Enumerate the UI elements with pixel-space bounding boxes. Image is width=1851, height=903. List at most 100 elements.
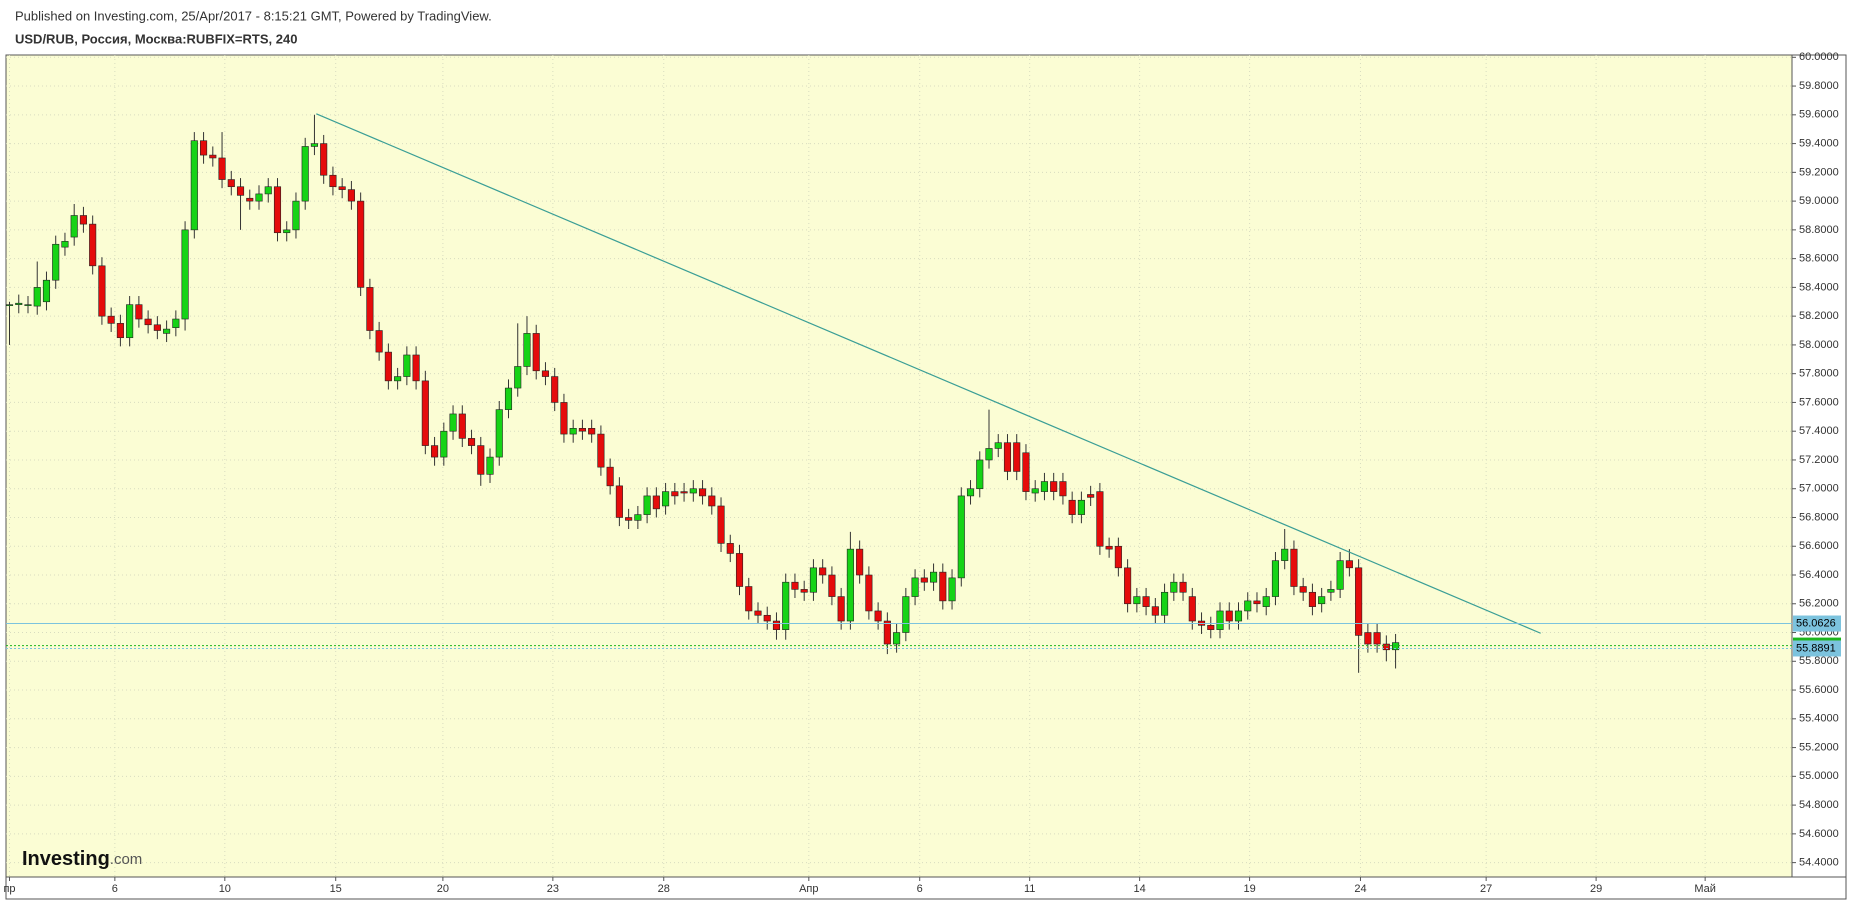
candle-body <box>227 179 235 188</box>
candle-body <box>643 495 651 515</box>
candle-body <box>809 567 817 593</box>
plot-area <box>5 54 1793 878</box>
candle-body <box>1225 610 1233 622</box>
candle-body <box>680 491 688 494</box>
x-tick-label: 20 <box>437 883 449 895</box>
y-tick-label: 55.0000 <box>1799 770 1839 782</box>
candle-body <box>1355 567 1363 636</box>
candle-body <box>772 620 781 630</box>
candle-body <box>819 567 827 576</box>
candle-body <box>893 632 901 645</box>
candle-body <box>782 581 790 630</box>
y-tick-label: 54.6000 <box>1799 828 1839 840</box>
candle-body <box>634 514 642 521</box>
y-tick-label: 59.2000 <box>1799 166 1839 178</box>
x-tick-label: 24 <box>1354 883 1366 895</box>
candle-body <box>98 265 106 317</box>
price-label: 55.8891 <box>1796 642 1836 654</box>
x-tick-label: пр <box>3 883 15 895</box>
candle-body <box>107 315 115 324</box>
candle-body <box>948 577 956 602</box>
candle-body <box>754 610 762 616</box>
candle-body <box>652 495 660 510</box>
candle-body <box>236 186 245 196</box>
candle-body <box>292 200 300 231</box>
candle-body <box>495 409 503 458</box>
candle-body <box>163 328 171 334</box>
candle-body <box>394 376 402 382</box>
candle-body <box>375 330 383 353</box>
candle-body <box>116 323 124 339</box>
logo-name: Investing <box>22 848 110 870</box>
candle-body <box>384 351 392 382</box>
candle-body <box>874 610 882 622</box>
y-tick-label: 59.6000 <box>1799 109 1839 121</box>
candle-body <box>477 445 485 475</box>
candle-body <box>218 157 226 180</box>
candle-body <box>1244 600 1252 612</box>
candle-body <box>329 174 337 188</box>
candle-body <box>966 488 975 497</box>
candle-body <box>412 354 420 382</box>
candle-body <box>403 354 411 377</box>
x-tick-label: 11 <box>1024 883 1035 895</box>
x-tick-label: 6 <box>917 883 923 895</box>
x-tick-label: 6 <box>112 883 118 895</box>
candle-body <box>698 488 707 497</box>
candle-body <box>671 491 679 497</box>
candle-body <box>1308 591 1316 607</box>
y-tick-label: 57.4000 <box>1799 425 1839 437</box>
candle-body <box>89 223 97 267</box>
candle-body <box>930 571 938 583</box>
y-tick-label: 57.0000 <box>1799 483 1839 495</box>
candle-body <box>1013 442 1021 472</box>
candle-body <box>976 459 984 490</box>
price-label-bg <box>1793 640 1841 657</box>
y-tick-label: 60.0000 <box>1799 51 1839 63</box>
x-tick-label: 19 <box>1243 883 1255 895</box>
y-tick-label: 54.8000 <box>1799 799 1839 811</box>
candle-body <box>532 333 540 372</box>
candle-body <box>920 577 928 583</box>
x-tick-label: 15 <box>330 883 342 895</box>
candle-body <box>255 193 263 202</box>
candle-body <box>172 318 180 328</box>
candle-body <box>190 140 198 231</box>
candle-body <box>1022 452 1030 492</box>
y-tick-label: 55.8000 <box>1799 655 1839 667</box>
candle-body <box>708 495 716 507</box>
y-tick-label: 56.2000 <box>1799 598 1839 610</box>
candle-body <box>1124 567 1132 605</box>
x-axis-area <box>5 876 1847 900</box>
y-tick-label: 57.6000 <box>1799 396 1839 408</box>
candle-body <box>763 614 771 622</box>
candle-body <box>1151 606 1159 616</box>
candle-body <box>1345 560 1353 569</box>
candle-body <box>1281 548 1289 561</box>
x-tick-label: Май <box>1694 883 1716 895</box>
candle-body <box>1142 596 1150 607</box>
candle-body <box>1392 642 1400 651</box>
candle-body <box>856 548 864 576</box>
candle-body <box>569 428 577 435</box>
candle-body <box>551 376 559 403</box>
candle-body <box>310 143 318 147</box>
candle-body <box>200 140 208 156</box>
y-tick-label: 56.8000 <box>1799 511 1839 523</box>
candle-body <box>606 466 614 487</box>
candle-body <box>846 548 854 622</box>
candle-body <box>828 574 836 597</box>
candle-body <box>597 433 605 468</box>
x-tick-label: 10 <box>219 883 231 895</box>
candle-body <box>1068 499 1076 515</box>
candle-body <box>1105 545 1113 550</box>
candle-body <box>902 596 910 633</box>
candle-body <box>1031 488 1039 494</box>
candle-body <box>1327 589 1335 593</box>
candle-body <box>181 229 189 320</box>
candle-body <box>541 370 550 377</box>
candle-body <box>209 154 217 159</box>
candle-body <box>5 304 14 306</box>
